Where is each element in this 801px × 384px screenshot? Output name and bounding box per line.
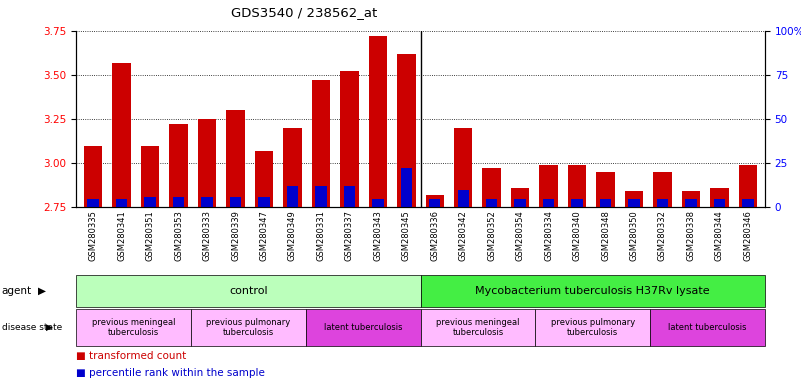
- Text: ■ percentile rank within the sample: ■ percentile rank within the sample: [76, 368, 265, 378]
- Bar: [685, 199, 697, 207]
- Bar: [287, 186, 298, 207]
- Text: previous meningeal
tuberculosis: previous meningeal tuberculosis: [437, 318, 520, 337]
- Bar: [511, 188, 529, 207]
- Text: ▶: ▶: [38, 286, 46, 296]
- Bar: [514, 199, 525, 207]
- Bar: [628, 199, 640, 207]
- Bar: [454, 128, 473, 207]
- Bar: [657, 199, 668, 207]
- Text: ■ transformed count: ■ transformed count: [76, 351, 187, 361]
- Bar: [312, 80, 330, 207]
- Bar: [682, 192, 700, 207]
- Text: disease state: disease state: [2, 323, 62, 332]
- Bar: [625, 192, 643, 207]
- Bar: [486, 199, 497, 207]
- Bar: [429, 199, 441, 207]
- Bar: [84, 146, 103, 207]
- Bar: [255, 151, 273, 207]
- Text: GDS3540 / 238562_at: GDS3540 / 238562_at: [231, 6, 377, 19]
- Bar: [169, 124, 187, 207]
- Text: Mycobacterium tuberculosis H37Rv lysate: Mycobacterium tuberculosis H37Rv lysate: [476, 286, 710, 296]
- Text: latent tuberculosis: latent tuberculosis: [668, 323, 747, 332]
- Bar: [710, 188, 729, 207]
- Bar: [141, 146, 159, 207]
- Bar: [600, 199, 611, 207]
- Text: control: control: [229, 286, 268, 296]
- Bar: [258, 197, 270, 207]
- Bar: [226, 110, 245, 207]
- Text: previous pulmonary
tuberculosis: previous pulmonary tuberculosis: [206, 318, 291, 337]
- Bar: [482, 169, 501, 207]
- Text: agent: agent: [2, 286, 32, 296]
- Bar: [112, 63, 131, 207]
- Bar: [144, 197, 156, 207]
- Bar: [284, 128, 302, 207]
- Bar: [654, 172, 672, 207]
- Bar: [116, 199, 127, 207]
- Bar: [87, 199, 99, 207]
- Bar: [714, 199, 725, 207]
- Bar: [198, 119, 216, 207]
- Bar: [173, 197, 184, 207]
- Bar: [397, 54, 416, 207]
- Text: previous pulmonary
tuberculosis: previous pulmonary tuberculosis: [550, 318, 635, 337]
- Bar: [230, 197, 241, 207]
- Bar: [457, 190, 469, 207]
- Bar: [739, 165, 757, 207]
- Bar: [571, 199, 583, 207]
- Bar: [539, 165, 557, 207]
- Text: previous meningeal
tuberculosis: previous meningeal tuberculosis: [92, 318, 175, 337]
- Bar: [316, 186, 327, 207]
- Text: latent tuberculosis: latent tuberculosis: [324, 323, 402, 332]
- Bar: [743, 199, 754, 207]
- Bar: [425, 195, 444, 207]
- Bar: [344, 186, 355, 207]
- Bar: [201, 197, 213, 207]
- Bar: [568, 165, 586, 207]
- Bar: [368, 36, 387, 207]
- Bar: [596, 172, 615, 207]
- Bar: [400, 169, 412, 207]
- Bar: [543, 199, 554, 207]
- Bar: [372, 199, 384, 207]
- Bar: [340, 71, 359, 207]
- Text: ▶: ▶: [46, 323, 54, 332]
